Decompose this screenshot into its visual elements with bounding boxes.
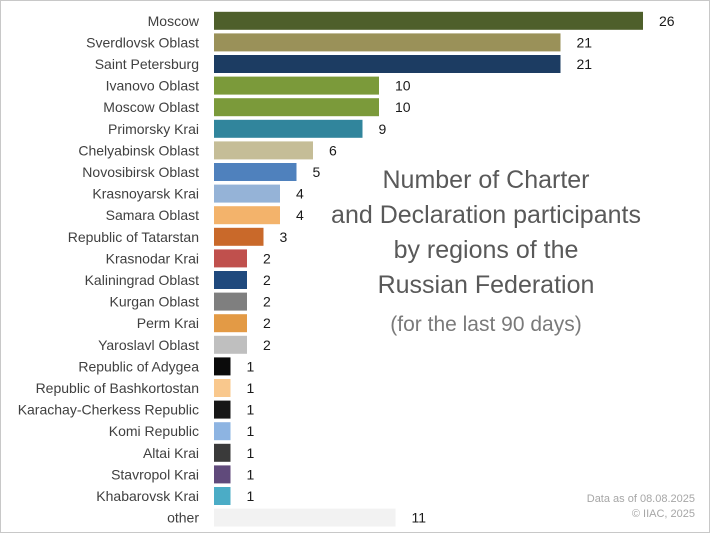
value-label: 1	[247, 380, 255, 396]
bar	[214, 508, 396, 527]
value-label: 5	[313, 164, 321, 180]
value-label: 2	[263, 337, 271, 353]
category-label: Moscow	[148, 13, 200, 29]
value-label: 3	[280, 229, 288, 245]
value-label: 1	[247, 423, 255, 439]
bar	[214, 184, 280, 203]
category-label: Republic of Tatarstan	[68, 229, 199, 245]
category-label: Kaliningrad Oblast	[85, 272, 200, 288]
value-label: 11	[412, 510, 427, 526]
value-label: 10	[395, 99, 411, 115]
bar	[214, 249, 247, 268]
category-label: Yaroslavl Oblast	[98, 337, 199, 353]
category-label: Sverdlovsk Oblast	[86, 34, 199, 50]
category-label: Samara Oblast	[106, 207, 199, 223]
bar	[214, 76, 379, 95]
bar	[214, 141, 313, 160]
chart-title-line: Number of Charter	[382, 166, 590, 194]
copyright-note: © IIAC, 2025	[631, 508, 695, 520]
category-label: Republic of Adygea	[78, 358, 199, 374]
value-label: 1	[247, 402, 255, 418]
bar	[214, 487, 231, 505]
bar	[214, 400, 231, 419]
value-label: 10	[395, 78, 411, 94]
category-label: Novosibirsk Oblast	[82, 164, 199, 180]
chart-title-line: Russian Federation	[377, 271, 595, 299]
category-label: Moscow Oblast	[103, 99, 199, 115]
bar	[214, 227, 264, 246]
chart-title: Number of Charter and Declaration partic…	[331, 163, 641, 342]
category-label: Karachay-Cherkess Republic	[18, 402, 199, 418]
chart-subtitle: (for the last 90 days)	[390, 313, 582, 336]
category-label: Republic of Bashkortostan	[36, 380, 199, 396]
category-label: Krasnoyarsk Krai	[92, 186, 199, 202]
category-label: Perm Krai	[137, 315, 199, 331]
value-label: 1	[247, 488, 255, 504]
bar	[214, 292, 247, 311]
bar	[214, 422, 231, 441]
bar	[214, 206, 280, 225]
value-label: 1	[247, 445, 255, 461]
category-label: Primorsky Krai	[108, 121, 199, 137]
value-label: 1	[247, 358, 255, 374]
value-label: 6	[329, 142, 337, 158]
value-label: 2	[263, 272, 271, 288]
category-label: Chelyabinsk Oblast	[78, 142, 199, 158]
category-label: Ivanovo Oblast	[106, 78, 199, 94]
bar	[214, 443, 231, 462]
bar	[214, 314, 247, 333]
value-label: 4	[296, 207, 304, 223]
bar	[214, 271, 247, 289]
chart-title-line: and Declaration participants	[331, 201, 641, 229]
bar	[214, 163, 297, 181]
value-label: 2	[263, 294, 271, 310]
bar	[214, 379, 231, 397]
bar	[214, 98, 379, 117]
value-label: 1	[247, 466, 255, 482]
value-label: 4	[296, 186, 304, 202]
category-label: Saint Petersburg	[95, 56, 199, 72]
bar	[214, 55, 561, 73]
category-label: Altai Krai	[143, 445, 199, 461]
value-label: 26	[659, 13, 675, 29]
bar	[214, 465, 231, 484]
category-label: Stavropol Krai	[111, 466, 199, 482]
bar	[214, 335, 247, 354]
bar	[214, 357, 231, 376]
value-label: 21	[577, 34, 593, 50]
category-label: Komi Republic	[109, 423, 199, 439]
category-label: Krasnodar Krai	[106, 250, 199, 266]
bar	[214, 33, 561, 52]
value-label: 2	[263, 315, 271, 331]
bar	[214, 11, 643, 30]
value-label: 21	[577, 56, 593, 72]
category-label: Khabarovsk Krai	[96, 488, 199, 504]
value-label: 2	[263, 250, 271, 266]
value-label: 9	[379, 121, 387, 137]
chart-title-line: by regions of the	[393, 236, 579, 264]
footnote: Data as of 08.08.2025 © IIAC, 2025	[587, 492, 695, 522]
data-date-note: Data as of 08.08.2025	[586, 493, 695, 505]
bar	[214, 119, 363, 138]
category-label: Kurgan Oblast	[110, 294, 200, 310]
category-label: other	[167, 510, 199, 526]
